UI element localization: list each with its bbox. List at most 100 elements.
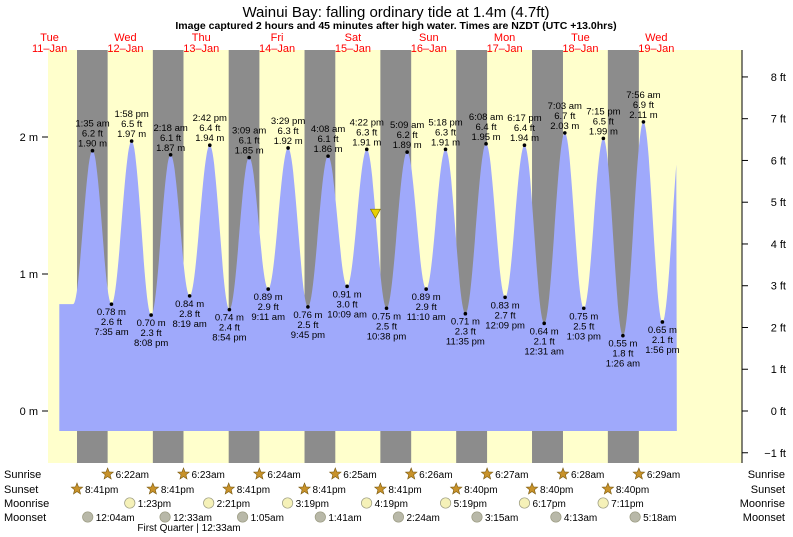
sunrise-sun-icon <box>632 467 646 480</box>
high-tide-point <box>207 143 212 148</box>
high-tide-time: 7:56 am <box>626 90 660 101</box>
low-tide-height-ft: 2.3 ft <box>141 328 162 339</box>
sunrise-time: 6:27am <box>495 470 528 481</box>
low-tide-time: 10:09 am <box>327 309 367 320</box>
chart-header: Wainui Bay: falling ordinary tide at 1.4… <box>175 4 616 32</box>
moonset-moon-icon <box>392 511 404 523</box>
low-tide-height-m: 0.76 m <box>293 310 322 321</box>
moonset-moon-icon <box>82 511 94 523</box>
high-tide-height-m: 2.03 m <box>550 121 579 132</box>
moonrise-moon-icon <box>440 497 452 509</box>
sunset-sun-icon <box>449 482 463 495</box>
low-tide-time: 7:35 am <box>94 327 128 338</box>
high-tide-height-m: 1.85 m <box>235 146 264 157</box>
day-header-date: 15–Jan <box>335 43 371 55</box>
high-tide-height-m: 1.87 m <box>156 143 185 154</box>
moonrise-moon-icon <box>518 497 531 509</box>
sunset-sun-icon <box>525 482 539 495</box>
right-axis-tick-label: 0 ft <box>771 406 786 418</box>
moonset-moon-icon <box>471 511 483 523</box>
low-tide-height-m: 0.74 m <box>215 313 244 324</box>
high-tide-height-m: 1.92 m <box>274 136 303 147</box>
low-tide-height-m: 0.55 m <box>608 339 637 350</box>
high-tide-height-ft: 6.1 ft <box>239 136 260 147</box>
high-tide-point <box>286 146 290 150</box>
day-header-weekday: Sun <box>419 32 439 44</box>
sunset-sun-icon <box>601 482 615 495</box>
moonset-time: 3:15am <box>485 513 518 524</box>
moonrise-time: 4:19pm <box>375 499 408 510</box>
low-tide-point <box>384 306 389 311</box>
sunrise-sun-icon <box>177 467 190 480</box>
moonrise-moon-icon <box>361 497 373 509</box>
day-header-weekday: Sat <box>345 32 362 44</box>
low-tide-height-ft: 2.5 ft <box>297 320 318 331</box>
low-tide-height-m: 0.64 m <box>530 326 559 337</box>
sunset-sun-icon <box>298 482 311 495</box>
moonrise-moon-icon <box>597 497 609 509</box>
high-tide-height-m: 1.94 m <box>195 133 224 144</box>
low-tide-height-m: 0.71 m <box>451 317 480 328</box>
sunrise-time: 6:22am <box>116 470 149 481</box>
left-axis-meters: 0 m 1 m 2 m <box>20 132 48 418</box>
sunrise-sun-icon <box>556 467 570 480</box>
sunrise-time: 6:24am <box>267 470 300 481</box>
low-tide-time: 12:09 pm <box>485 320 525 331</box>
right-axis-tick-label: 7 ft <box>771 114 786 126</box>
low-tide-height-m: 0.84 m <box>175 299 204 310</box>
sunrise-sun-icon <box>101 467 115 480</box>
moonset-moon-icon <box>237 511 249 523</box>
high-tide-height-m: 1.91 m <box>431 137 460 148</box>
low-tide-time: 1:03 pm <box>567 331 601 342</box>
chart-subtitle: Image captured 2 hours and 45 minutes af… <box>175 20 616 32</box>
low-tide-height-m: 0.89 m <box>254 292 283 303</box>
high-tide-time: 1:58 pm <box>114 109 148 120</box>
moonset-time: 2:24am <box>406 513 439 524</box>
right-axis-tick-label: −1 ft <box>764 448 786 460</box>
day-headers: Tue11–JanWed12–JanThu13–JanFri14–JanSat1… <box>32 32 674 55</box>
moonset-time: 12:04am <box>96 513 135 524</box>
low-tide-time: 8:54 pm <box>212 333 246 344</box>
low-tide-point <box>503 295 507 300</box>
sunrise-sun-icon <box>252 467 266 480</box>
sunset-sun-icon <box>146 482 160 495</box>
high-tide-height-ft: 6.5 ft <box>593 116 614 127</box>
low-tide-point <box>227 307 232 312</box>
right-axis-tick-label: 6 ft <box>771 155 786 167</box>
sunrise-time: 6:29am <box>647 470 680 481</box>
low-tide-point <box>187 294 192 298</box>
sunset-sun-icon <box>70 482 84 495</box>
high-tide-point <box>601 136 606 141</box>
low-tide-height-ft: 2.6 ft <box>101 317 122 328</box>
sunrise-row-label-right: Sunrise <box>748 469 785 481</box>
low-tide-time: 9:11 am <box>251 312 285 323</box>
sunset-time: 8:41pm <box>237 485 270 496</box>
low-tide-time: 10:38 pm <box>367 331 407 342</box>
low-tide-point <box>345 284 349 289</box>
moonset-time: 1:05am <box>251 513 284 524</box>
day-header-weekday: Wed <box>645 32 667 44</box>
sunrise-time: 6:23am <box>192 470 225 481</box>
day-header-date: 12–Jan <box>107 43 143 55</box>
low-tide-point <box>306 305 310 309</box>
moonrise-row-label-left: Moonrise <box>4 498 49 510</box>
moon-phase-label: First Quarter | 12:33am <box>137 523 240 534</box>
low-tide-height-ft: 1.8 ft <box>612 349 633 360</box>
sunset-time: 8:41pm <box>161 485 194 496</box>
day-header-date: 11–Jan <box>32 43 67 55</box>
left-axis-tick-label: 2 m <box>20 132 38 144</box>
high-tide-point <box>326 154 330 158</box>
low-tide-point <box>266 287 270 291</box>
low-tide-height-ft: 2.1 ft <box>534 336 555 347</box>
high-tide-height-ft: 6.2 ft <box>82 129 103 140</box>
low-tide-point <box>542 321 546 326</box>
moonrise-time: 7:11pm <box>611 499 644 510</box>
sunset-time: 8:40pm <box>464 485 497 496</box>
moonset-time: 4:13am <box>564 513 597 524</box>
sunrise-sun-icon <box>480 467 494 480</box>
high-tide-height-ft: 6.3 ft <box>278 126 299 137</box>
high-tide-time: 5:18 pm <box>428 117 462 128</box>
low-tide-point <box>149 313 153 317</box>
sunset-time: 8:41pm <box>313 485 346 496</box>
